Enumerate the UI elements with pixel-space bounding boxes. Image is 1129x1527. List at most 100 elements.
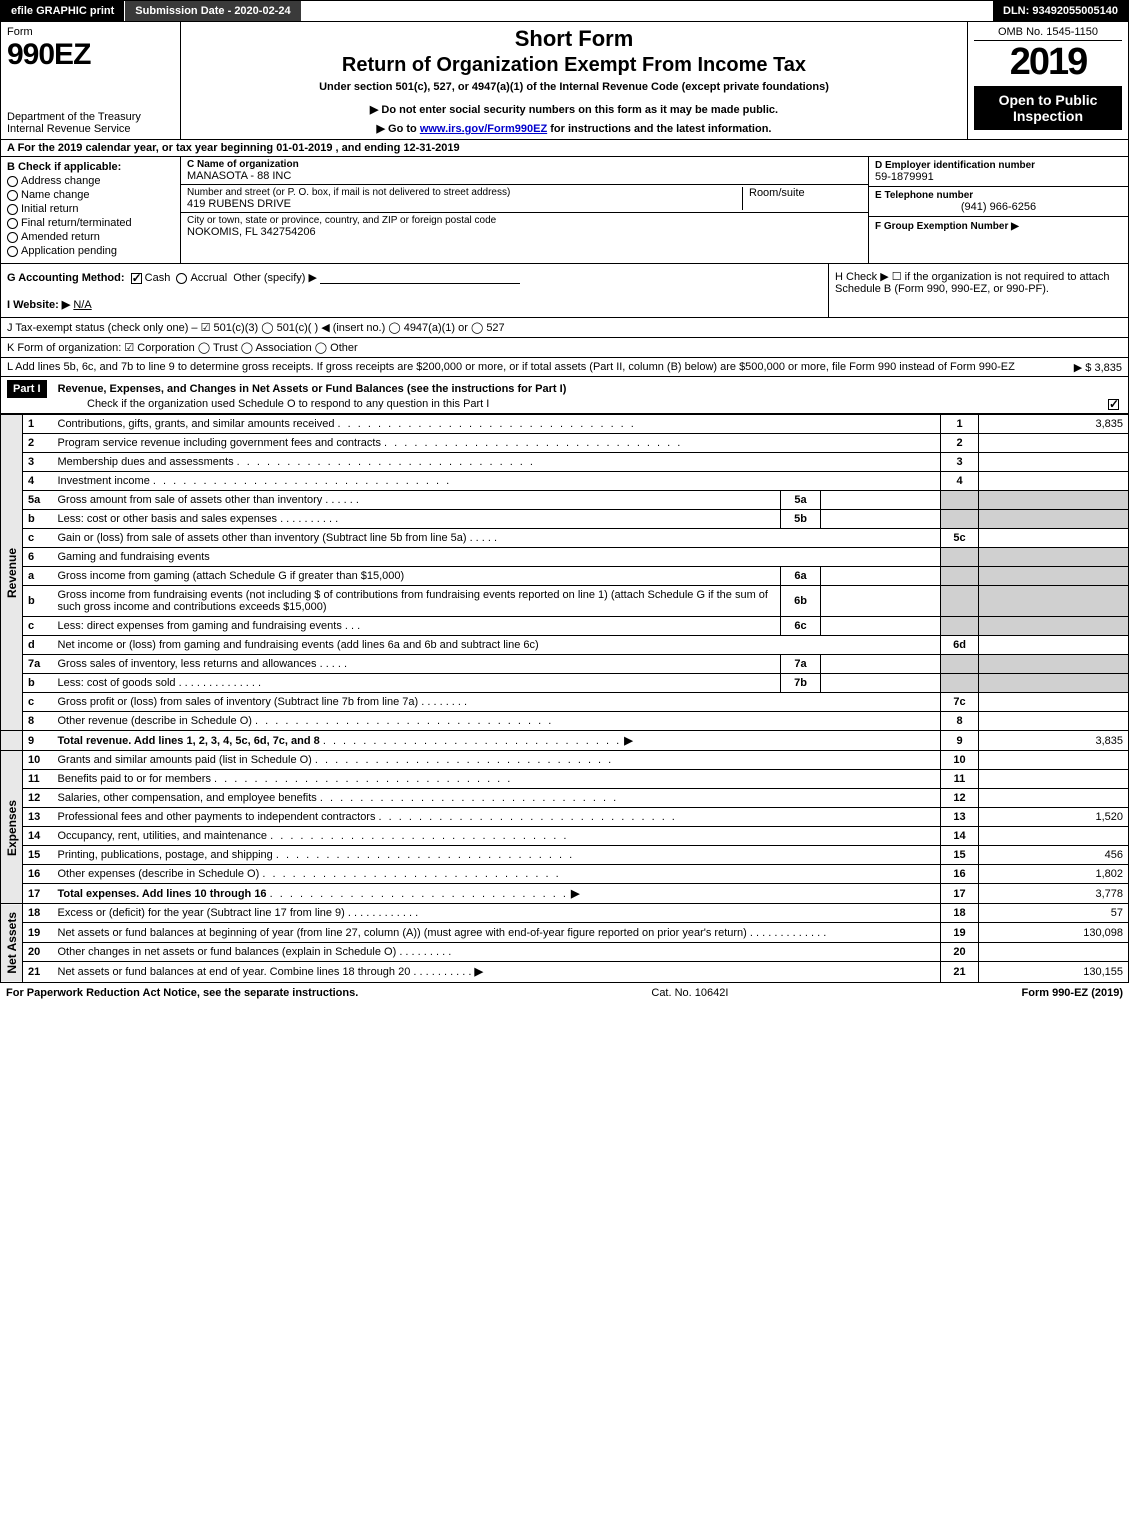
line-6a-subval xyxy=(821,567,941,586)
line-7a-shade xyxy=(941,655,979,674)
line-5b-subval xyxy=(821,510,941,529)
c-name-label: C Name of organization xyxy=(187,159,862,170)
line-12-ref: 12 xyxy=(941,789,979,808)
j-text: J Tax-exempt status (check only one) – ☑… xyxy=(7,322,505,334)
chk-address-change[interactable]: Address change xyxy=(7,175,174,187)
omb-number: OMB No. 1545-1150 xyxy=(974,26,1122,41)
line-19-desc: Net assets or fund balances at beginning… xyxy=(53,923,941,942)
goto-pre: ▶ Go to xyxy=(377,123,420,135)
line-15-val: 456 xyxy=(979,846,1129,865)
line-6b-num: b xyxy=(23,586,53,617)
g-accounting-method: G Accounting Method: Cash Accrual Other … xyxy=(1,264,828,317)
line-6a-desc: Gross income from gaming (attach Schedul… xyxy=(53,567,781,586)
line-1-ref: 1 xyxy=(941,415,979,434)
line-7b-sub: 7b xyxy=(781,674,821,693)
org-name-row: C Name of organization MANASOTA - 88 INC xyxy=(181,157,868,185)
cash-label: Cash xyxy=(145,272,171,284)
line-6d-num: d xyxy=(23,636,53,655)
line-6-desc: Gaming and fundraising events xyxy=(53,548,941,567)
h-text: H Check ▶ ☐ if the organization is not r… xyxy=(835,271,1110,295)
netassets-side-label: Net Assets xyxy=(1,904,23,983)
header-right: OMB No. 1545-1150 2019 Open to Public In… xyxy=(968,22,1128,139)
line-8-val xyxy=(979,712,1129,731)
line-15-num: 15 xyxy=(23,846,53,865)
line-4-ref: 4 xyxy=(941,472,979,491)
header-left: Form 990EZ Department of the Treasury In… xyxy=(1,22,181,139)
line-8-num: 8 xyxy=(23,712,53,731)
line-5a-desc: Gross amount from sale of assets other t… xyxy=(53,491,781,510)
chk-accrual[interactable] xyxy=(176,273,187,284)
form-label: Form xyxy=(7,26,174,38)
do-not-enter-note: ▶ Do not enter social security numbers o… xyxy=(187,103,961,116)
line-7a-sub: 7a xyxy=(781,655,821,674)
dept-treasury: Department of the Treasury xyxy=(7,111,174,123)
line-2-num: 2 xyxy=(23,434,53,453)
group-exemption-block: F Group Exemption Number ▶ xyxy=(869,217,1128,235)
line-16-ref: 16 xyxy=(941,865,979,884)
line-18-val: 57 xyxy=(979,904,1129,923)
line-6-shade-val xyxy=(979,548,1129,567)
chk-name-change[interactable]: Name change xyxy=(7,189,174,201)
open-to-public-badge: Open to Public Inspection xyxy=(974,86,1122,130)
row-g-h: G Accounting Method: Cash Accrual Other … xyxy=(0,264,1129,318)
line-10-desc: Grants and similar amounts paid (list in… xyxy=(53,751,941,770)
column-c-name-address: C Name of organization MANASOTA - 88 INC… xyxy=(181,157,868,263)
line-5b-sub: 5b xyxy=(781,510,821,529)
line-5c-ref: 5c xyxy=(941,529,979,548)
efile-print-button[interactable]: efile GRAPHIC print xyxy=(1,1,125,21)
line-2-desc: Program service revenue including govern… xyxy=(53,434,941,453)
line-3-num: 3 xyxy=(23,453,53,472)
line-5a-sub: 5a xyxy=(781,491,821,510)
line-7a-subval xyxy=(821,655,941,674)
line-6c-sub: 6c xyxy=(781,617,821,636)
dept-irs: Internal Revenue Service xyxy=(7,123,174,135)
room-suite-label: Room/suite xyxy=(742,187,862,210)
line-6c-desc: Less: direct expenses from gaming and fu… xyxy=(53,617,781,636)
line-4-num: 4 xyxy=(23,472,53,491)
line-20-ref: 20 xyxy=(941,942,979,961)
line-1-num: 1 xyxy=(23,415,53,434)
chk-application-pending[interactable]: Application pending xyxy=(7,245,174,257)
line-5b-shade-val xyxy=(979,510,1129,529)
part-1-schedule-o-checkbox[interactable] xyxy=(1108,399,1119,410)
line-17-ref: 17 xyxy=(941,884,979,904)
line-7c-ref: 7c xyxy=(941,693,979,712)
chk-final-return[interactable]: Final return/terminated xyxy=(7,217,174,229)
accrual-label: Accrual xyxy=(190,272,227,284)
header-center: Short Form Return of Organization Exempt… xyxy=(181,22,968,139)
other-specify-field[interactable] xyxy=(320,270,520,284)
line-5b-num: b xyxy=(23,510,53,529)
line-17-desc: Total expenses. Add lines 10 through 16 … xyxy=(53,884,941,904)
line-6b-desc: Gross income from fundraising events (no… xyxy=(53,586,781,617)
line-2-ref: 2 xyxy=(941,434,979,453)
line-6b-sub: 6b xyxy=(781,586,821,617)
line-1-desc: Contributions, gifts, grants, and simila… xyxy=(53,415,941,434)
line-7b-desc: Less: cost of goods sold . . . . . . . .… xyxy=(53,674,781,693)
city-label: City or town, state or province, country… xyxy=(187,215,862,226)
ein-block: D Employer identification number 59-1879… xyxy=(869,157,1128,187)
street-label: Number and street (or P. O. box, if mail… xyxy=(187,187,742,198)
goto-post: for instructions and the latest informat… xyxy=(550,123,771,135)
line-4-desc: Investment income xyxy=(53,472,941,491)
form-header: Form 990EZ Department of the Treasury In… xyxy=(0,22,1129,140)
title-return: Return of Organization Exempt From Incom… xyxy=(187,54,961,77)
part-1-header-row: Part I Revenue, Expenses, and Changes in… xyxy=(0,377,1129,414)
line-14-val xyxy=(979,827,1129,846)
line-6b-subval xyxy=(821,586,941,617)
row-k-form-of-org: K Form of organization: ☑ Corporation ◯ … xyxy=(0,338,1129,358)
b-title: B Check if applicable: xyxy=(7,161,174,173)
department-label: Department of the Treasury Internal Reve… xyxy=(7,111,174,135)
line-8-desc: Other revenue (describe in Schedule O) xyxy=(53,712,941,731)
f-group-label: F Group Exemption Number ▶ xyxy=(875,221,1019,232)
chk-amended-return[interactable]: Amended return xyxy=(7,231,174,243)
line-19-num: 19 xyxy=(23,923,53,942)
org-name: MANASOTA - 88 INC xyxy=(187,170,862,182)
irs-link[interactable]: www.irs.gov/Form990EZ xyxy=(420,123,547,135)
chk-cash[interactable] xyxy=(131,273,142,284)
line-9-desc: Total revenue. Add lines 1, 2, 3, 4, 5c,… xyxy=(53,731,941,751)
section-b-through-f: B Check if applicable: Address change Na… xyxy=(0,157,1129,264)
line-5b-shade xyxy=(941,510,979,529)
line-1-val: 3,835 xyxy=(979,415,1129,434)
chk-initial-return[interactable]: Initial return xyxy=(7,203,174,215)
l-text: L Add lines 5b, 6c, and 7b to line 9 to … xyxy=(7,361,1015,373)
